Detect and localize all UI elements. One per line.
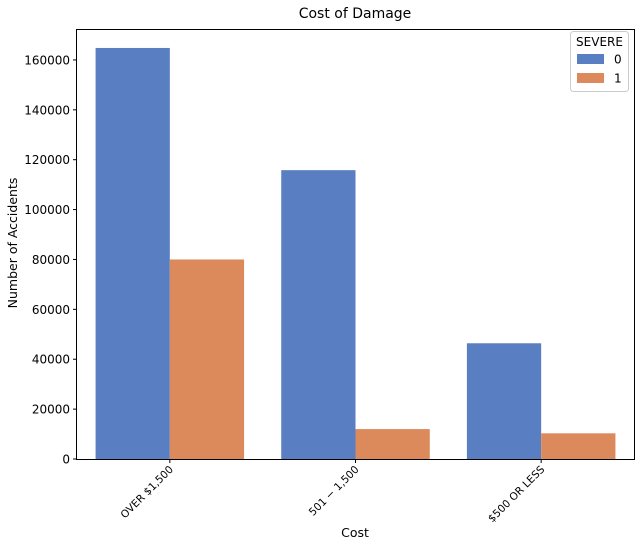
x-tick-label: OVER $1,500 xyxy=(118,464,175,521)
y-tick-label: 120000 xyxy=(24,153,70,167)
y-tick-label: 20000 xyxy=(32,403,70,417)
y-tick-label: 140000 xyxy=(24,103,70,117)
plot-frame xyxy=(76,29,635,460)
x-axis-label: Cost xyxy=(341,525,369,540)
bar-2-series-0 xyxy=(466,343,542,459)
legend-label-0: 0 xyxy=(614,53,622,67)
bars-group xyxy=(95,47,616,460)
y-tick-label: 160000 xyxy=(24,53,70,67)
y-tick-label: 60000 xyxy=(32,303,70,317)
bar-1-series-1 xyxy=(355,429,430,459)
bar-0-series-1 xyxy=(169,259,245,459)
bar-2-series-1 xyxy=(541,433,616,459)
bar-0-series-0 xyxy=(95,47,170,460)
legend-title: SEVERE xyxy=(576,35,623,49)
legend-swatch-1 xyxy=(577,73,604,83)
chart-title: Cost of Damage xyxy=(299,6,412,22)
y-axis-label: Number of Accidents xyxy=(5,178,20,309)
y-tick-label: 80000 xyxy=(32,253,70,267)
legend-swatch-0 xyxy=(577,54,604,64)
x-tick-label: $500 OR LESS xyxy=(486,463,548,525)
y-tick-label: 100000 xyxy=(24,203,70,217)
y-axis-label-text: Number of Accidents xyxy=(5,178,20,309)
legend: SEVERE 0 1 xyxy=(570,31,629,92)
x-tick-label: 501 − 1,500 xyxy=(307,464,362,519)
y-axis: 0 20000 40000 60000 80000 100000 120000 140000 1… xyxy=(24,53,77,467)
y-tick-label: 40000 xyxy=(32,353,70,367)
y-tick-label: 0 xyxy=(62,453,70,467)
bar-1-series-0 xyxy=(281,170,356,460)
legend-label-1: 1 xyxy=(614,72,622,86)
x-axis: OVER $1,500 501 − 1,500 $500 OR LESS xyxy=(118,459,548,525)
